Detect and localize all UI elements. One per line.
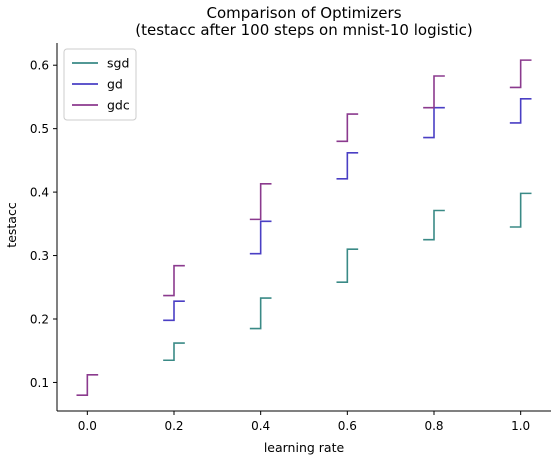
series-gdc-step-mark: [336, 113, 359, 143]
chart-title: Comparison of Optimizers: [206, 4, 401, 22]
chart-subtitle: (testacc after 100 steps on mnist-10 log…: [135, 21, 473, 39]
series-sgd-step-mark: [423, 209, 445, 241]
series-gd-step-mark: [163, 300, 185, 322]
series-sgd-step-mark: [163, 342, 185, 362]
x-tick-label: 0.4: [251, 419, 270, 433]
series-sgd-step-mark: [336, 248, 359, 283]
x-tick-label: 1.0: [511, 419, 530, 433]
x-axis-label: learning rate: [264, 440, 345, 455]
series-gd-step-mark: [336, 151, 359, 180]
legend-label-gd: gd: [107, 77, 123, 92]
x-tick-label: 0.6: [338, 419, 357, 433]
series-gd-step-mark: [423, 106, 445, 139]
y-tick-label: 0.5: [30, 122, 49, 136]
ticks-layer: 0.0 0.2 0.4 0.6 0.8 1.0 0.1 0.2 0.3 0.4 0.5 0.6: [30, 59, 530, 433]
series-gdc-step-mark: [249, 183, 272, 221]
series-sgd: [163, 192, 532, 362]
series-gd-step-mark: [249, 220, 272, 255]
legend: sgd gd gdc: [63, 48, 137, 121]
series-gdc: [76, 59, 532, 396]
series-gdc-step-mark: [163, 264, 185, 297]
y-tick-label: 0.2: [30, 313, 49, 327]
y-tick-label: 0.1: [30, 376, 49, 390]
y-tick-label: 0.4: [30, 186, 49, 200]
series-sgd-step-mark: [509, 192, 532, 228]
y-tick-label: 0.6: [30, 59, 49, 73]
legend-frame: [63, 48, 137, 121]
axes-layer: [56, 43, 551, 412]
x-tick-label: 0.8: [424, 419, 443, 433]
legend-label-gdc: gdc: [107, 98, 130, 113]
series-gdc-step-mark: [423, 75, 445, 109]
series-layer: [76, 59, 532, 396]
series-gd-step-mark: [509, 98, 532, 124]
series-gdc-step-mark: [76, 374, 99, 396]
y-tick-label: 0.3: [30, 249, 49, 263]
x-tick-label: 0.0: [78, 419, 97, 433]
series-gdc-step-mark: [509, 59, 532, 89]
series-gd: [163, 98, 532, 322]
y-axis-label: testacc: [4, 202, 19, 248]
x-tick-label: 0.2: [164, 419, 183, 433]
legend-label-sgd: sgd: [107, 56, 129, 71]
series-sgd-step-mark: [249, 297, 272, 330]
